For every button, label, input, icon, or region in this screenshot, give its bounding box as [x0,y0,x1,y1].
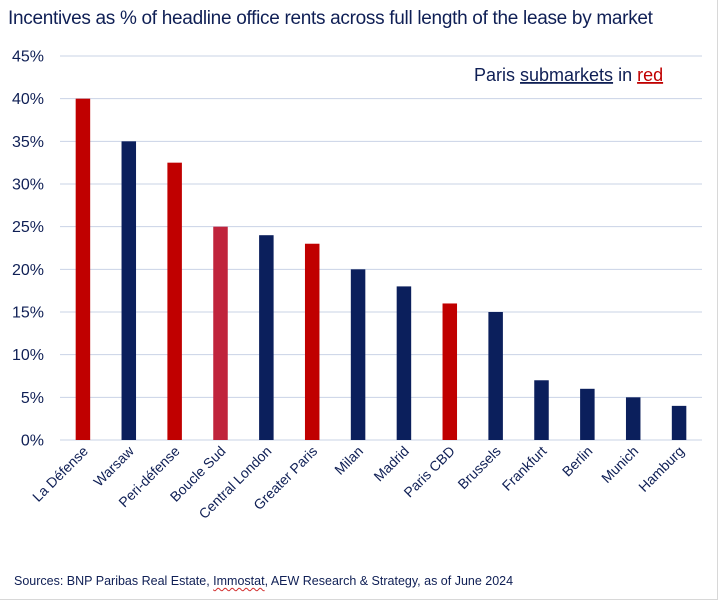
annotation-red-word: red [637,65,663,85]
y-tick-label: 25% [12,219,44,236]
x-category-label: Warsaw [90,442,137,489]
bar-warsaw [121,141,137,441]
bar-central-london [259,235,274,440]
y-tick-label: 40% [12,91,44,108]
x-category-label: Hamburg [635,443,687,495]
source-underlined: Immostat [213,574,265,588]
y-tick-label: 30% [12,177,44,194]
x-category-label: Milan [331,443,366,478]
bar-madrid [396,286,412,440]
x-category-label: Berlin [559,443,596,480]
x-category-label: Munich [598,443,641,486]
bar-frankfurt [534,380,549,440]
bar-brussels [488,312,503,440]
y-tick-label: 45% [12,49,44,66]
bar-berlin [580,388,595,440]
x-category-label: Madrid [370,443,412,485]
x-category-label: La Défense [29,443,91,505]
bar-la-d-fense [75,98,91,441]
y-tick-label: 5% [21,390,44,407]
paris-legend-annotation: Paris submarkets in red [474,65,663,85]
bar-greater-paris [304,243,320,440]
bar-boucle-sud [213,226,228,440]
source-part-2: , AEW Research & Strategy, as of June 20… [264,574,514,588]
source-part-1: Sources: BNP Paribas Real Estate, [14,574,214,588]
y-tick-label: 15% [12,305,44,322]
x-category-label: Brussels [454,443,503,492]
bar-hamburg [671,405,687,440]
y-tick-label: 10% [12,347,44,364]
chart-title: Incentives as % of headline office rents… [8,8,653,29]
y-tick-label: 35% [12,134,44,151]
bar-peri-d-fense [167,162,182,440]
bar-paris-cbd [442,303,458,440]
source-note: Sources: BNP Paribas Real Estate, Immost… [14,574,513,588]
annotation-underlined-word: submarkets [520,65,613,85]
bar-munich [625,397,641,440]
x-category-label: Frankfurt [499,443,550,494]
y-tick-label: 20% [12,262,44,279]
bar-milan [350,269,366,440]
annotation-middle: in [613,65,637,85]
annotation-prefix: Paris [474,65,520,85]
y-tick-label: 0% [21,433,44,450]
